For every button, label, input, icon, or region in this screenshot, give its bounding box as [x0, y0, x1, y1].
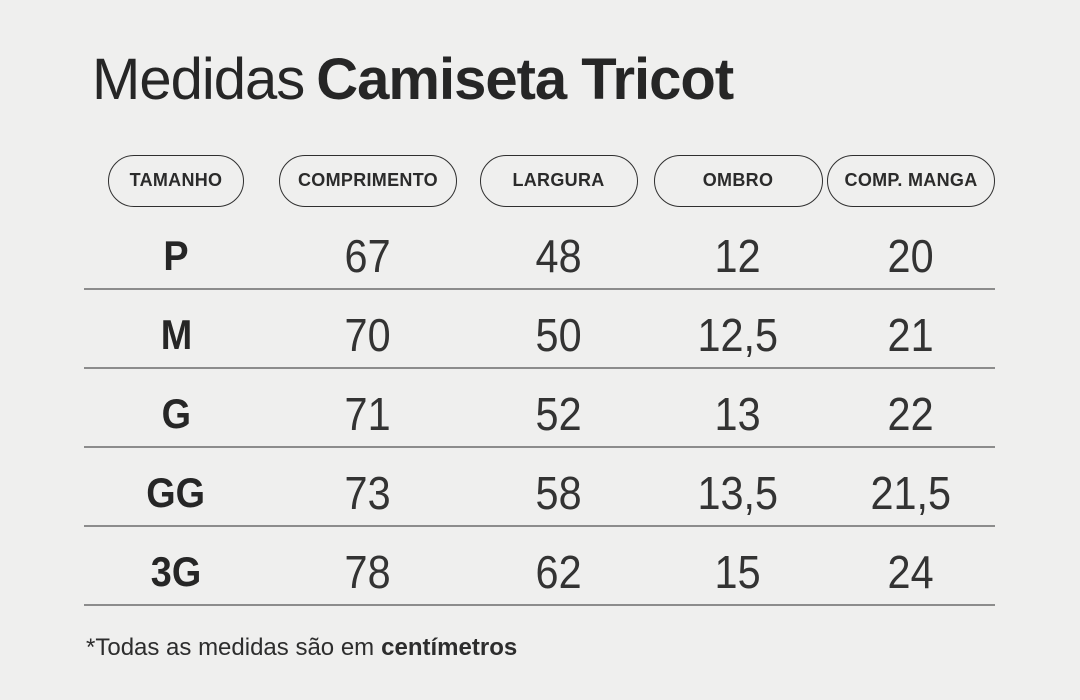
value: 12,5	[697, 309, 779, 362]
value-cell-largura: 52	[468, 373, 649, 441]
table-header-row: TAMANHO COMPRIMENTO LARGURA OMBRO COMP. …	[84, 154, 995, 207]
value: 62	[535, 546, 582, 599]
value: 52	[535, 388, 582, 441]
value: 21	[887, 309, 935, 362]
value: 48	[535, 230, 582, 283]
column-pill-largura: LARGURA	[479, 154, 638, 207]
size-chart-page: Medidas Camiseta Tricot TAMANHO COMPRIMEN…	[84, 47, 995, 662]
value: 73	[344, 467, 392, 520]
value: 12	[714, 230, 762, 283]
value-cell-ombro: 15	[649, 531, 827, 599]
value: 78	[344, 546, 392, 599]
size-cell: 3G	[84, 534, 268, 596]
value-cell-ombro: 13	[649, 373, 827, 441]
table-row-p: P 67 48 12 20	[84, 211, 995, 290]
value: 67	[344, 230, 392, 283]
value-cell-comp-manga: 21	[827, 294, 995, 362]
size-label: GG	[146, 469, 206, 517]
header-cell-comp-manga: COMP. MANGA	[827, 154, 995, 207]
table-row-m: M 70 50 12,5 21	[84, 290, 995, 369]
value-cell-comprimento: 70	[268, 294, 468, 362]
size-label: M	[160, 311, 192, 359]
size-label: P	[163, 232, 189, 280]
size-cell: GG	[84, 455, 268, 517]
value: 22	[887, 388, 935, 441]
header-cell-comprimento: COMPRIMENTO	[268, 154, 468, 207]
size-label: 3G	[150, 548, 202, 596]
value-cell-comp-manga: 22	[827, 373, 995, 441]
value-cell-largura: 50	[468, 294, 649, 362]
value-cell-largura: 48	[468, 215, 649, 283]
value: 24	[887, 546, 935, 599]
value-cell-ombro: 12,5	[649, 294, 827, 362]
value: 20	[887, 230, 935, 283]
value: 13	[714, 388, 762, 441]
header-cell-ombro: OMBRO	[649, 154, 827, 207]
value-cell-ombro: 13,5	[649, 452, 827, 520]
value-cell-comp-manga: 20	[827, 215, 995, 283]
value-cell-comprimento: 71	[268, 373, 468, 441]
table-body: P 67 48 12 20 M 70 50 12,5 21 G 71 52 13…	[84, 211, 995, 606]
value-cell-comprimento: 67	[268, 215, 468, 283]
value: 15	[714, 546, 762, 599]
value-cell-largura: 62	[468, 531, 649, 599]
column-pill-comprimento: COMPRIMENTO	[279, 154, 457, 207]
footnote-unit: centímetros	[381, 633, 518, 661]
value: 70	[344, 309, 392, 362]
value: 13,5	[697, 467, 779, 520]
value-cell-largura: 58	[468, 452, 649, 520]
value-cell-comp-manga: 24	[827, 531, 995, 599]
page-title-light: Medidas	[92, 47, 305, 112]
value-cell-comprimento: 73	[268, 452, 468, 520]
value-cell-ombro: 12	[649, 215, 827, 283]
header-cell-largura: LARGURA	[468, 154, 649, 207]
column-pill-comp-manga: COMP. MANGA	[827, 154, 995, 207]
value-cell-comprimento: 78	[268, 531, 468, 599]
value: 58	[535, 467, 582, 520]
column-pill-tamanho: TAMANHO	[108, 154, 244, 207]
table-row-3g: 3G 78 62 15 24	[84, 527, 995, 606]
size-cell: M	[84, 297, 268, 359]
value: 21,5	[870, 467, 952, 520]
value: 71	[344, 388, 392, 441]
table-row-gg: GG 73 58 13,5 21,5	[84, 448, 995, 527]
size-cell: G	[84, 376, 268, 438]
size-cell: P	[84, 218, 268, 280]
column-pill-ombro: OMBRO	[653, 154, 823, 207]
footnote: *Todas as medidas são em centímetros	[84, 634, 995, 662]
page-title-bold: Camiseta Tricot	[316, 47, 734, 112]
page-title: Medidas Camiseta Tricot	[84, 47, 995, 112]
value-cell-comp-manga: 21,5	[827, 452, 995, 520]
footnote-text: *Todas as medidas são em	[86, 633, 375, 661]
value: 50	[535, 309, 582, 362]
table-row-g: G 71 52 13 22	[84, 369, 995, 448]
size-label: G	[161, 390, 191, 438]
header-cell-tamanho: TAMANHO	[84, 154, 268, 207]
